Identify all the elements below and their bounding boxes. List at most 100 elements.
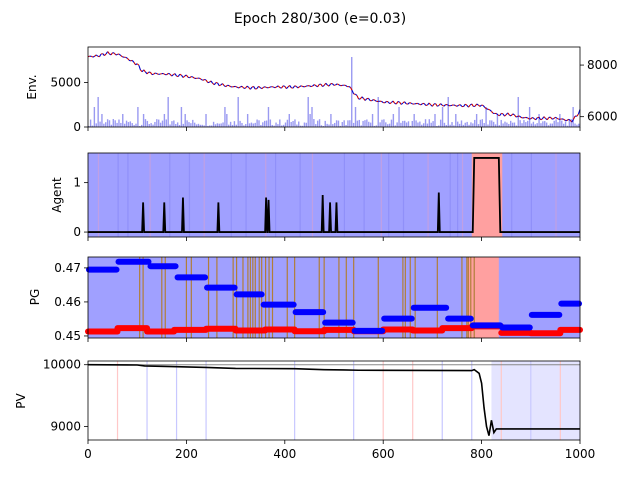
- price-segment: [115, 53, 118, 56]
- volume-bar: [129, 121, 132, 127]
- price-segment: [184, 74, 187, 77]
- price-segment: [169, 73, 173, 77]
- price-segment: [237, 86, 240, 89]
- price-segment: [530, 117, 533, 120]
- volume-bar: [487, 124, 489, 127]
- y-tick-label: 1: [73, 176, 81, 190]
- volume-bar: [239, 120, 241, 127]
- price-segment: [477, 104, 481, 107]
- volume-bar: [233, 121, 236, 127]
- price-segment: [261, 86, 264, 90]
- y-tick-label: 5000: [50, 76, 81, 90]
- volume-bar: [212, 121, 215, 127]
- price-segment: [540, 118, 543, 121]
- volume-bar: [421, 124, 423, 127]
- volume-bar: [127, 122, 130, 127]
- volume-bar: [371, 114, 374, 127]
- price-segment: [176, 75, 179, 78]
- price-segment: [476, 103, 479, 106]
- panel-pv: 9000 10000 0 200 400 600 800 1000 PV: [14, 358, 595, 461]
- x-tick-label: 800: [470, 447, 493, 461]
- price-segment: [384, 100, 387, 104]
- agent-stripe: [457, 153, 459, 237]
- price-segment: [251, 85, 254, 88]
- price-segment: [364, 98, 368, 101]
- agent-stripe: [117, 153, 119, 237]
- price-segment: [304, 85, 307, 88]
- volume-bar: [154, 121, 156, 127]
- volume-bar: [366, 119, 368, 127]
- price-segment: [325, 82, 328, 86]
- volume-bar: [447, 97, 449, 127]
- price-segment: [125, 56, 128, 59]
- volume-bar: [258, 120, 260, 127]
- price-segment: [459, 104, 463, 107]
- price-segment: [331, 83, 335, 86]
- volume-bar: [383, 119, 385, 127]
- price-segment: [463, 103, 466, 107]
- volume-bar: [485, 107, 487, 127]
- price-segment: [417, 102, 420, 105]
- volume-bar: [163, 114, 166, 127]
- pv-y-ticks: 9000 10000: [43, 358, 88, 433]
- price-segment: [373, 99, 376, 101]
- price-segment: [256, 86, 260, 89]
- price-segment: [299, 85, 302, 88]
- volume-bar: [498, 125, 501, 127]
- volume-bar: [334, 122, 336, 127]
- volume-bar: [216, 123, 219, 127]
- volume-bar: [509, 120, 512, 127]
- volume-bar: [489, 120, 491, 127]
- volume-bar: [419, 121, 421, 127]
- env-price-series: [87, 51, 581, 123]
- price-segment: [315, 85, 318, 88]
- volume-bar: [224, 107, 226, 127]
- volume-bar: [140, 124, 143, 127]
- price-segment: [407, 102, 410, 105]
- volume-bar: [203, 125, 205, 127]
- volume-bar: [106, 119, 109, 127]
- volume-bar: [311, 107, 313, 127]
- volume-bar: [324, 120, 326, 127]
- volume-bar: [176, 122, 179, 127]
- price-segment: [258, 85, 261, 89]
- volume-bar: [265, 120, 268, 127]
- price-segment: [273, 86, 276, 89]
- volume-bar: [345, 124, 347, 127]
- volume-bar: [105, 122, 107, 127]
- price-segment: [241, 85, 245, 89]
- volume-bar: [477, 124, 480, 127]
- volume-bar: [277, 124, 279, 127]
- price-segment: [200, 78, 204, 81]
- volume-bar: [335, 120, 338, 127]
- y-tick-label: 0: [73, 120, 81, 134]
- volume-bar: [284, 122, 287, 127]
- volume-bar: [167, 97, 169, 127]
- price-segment: [538, 116, 542, 121]
- price-segment: [259, 87, 263, 90]
- price-segment: [482, 105, 486, 108]
- volume-bar: [460, 120, 463, 127]
- price-segment: [218, 84, 222, 87]
- volume-bar: [292, 120, 294, 127]
- env-volume-bars: [88, 57, 580, 127]
- volume-bar: [201, 124, 203, 127]
- volume-bar: [294, 119, 296, 127]
- volume-bar: [173, 120, 175, 127]
- volume-bar: [279, 119, 281, 127]
- volume-bar: [474, 119, 476, 127]
- pg-y-ticks: 0.45 0.46 0.47: [54, 261, 88, 343]
- agent-stripe: [274, 153, 277, 237]
- price-segment: [566, 118, 569, 122]
- panel-pg: 0.45 0.46 0.47 PG: [28, 256, 583, 343]
- y-tick-label: 6000: [587, 110, 618, 124]
- pg-blue-series: [86, 258, 582, 334]
- price-segment: [146, 71, 150, 75]
- price-segment: [294, 85, 297, 87]
- volume-bar: [110, 124, 113, 127]
- volume-bar: [508, 123, 510, 127]
- volume-bar: [570, 119, 572, 127]
- volume-bar: [449, 124, 451, 127]
- volume-bar: [545, 122, 548, 127]
- price-segment: [420, 103, 423, 106]
